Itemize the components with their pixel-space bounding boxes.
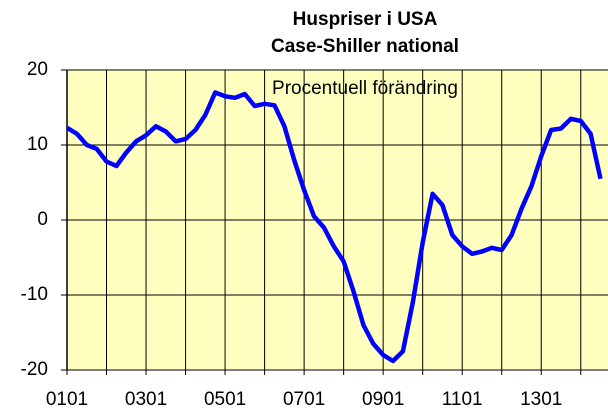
y-tick-label: -20 [21, 359, 48, 380]
y-tick-label: 20 [27, 59, 48, 80]
y-tick-label: 10 [27, 134, 48, 155]
x-tick-label: 0901 [362, 389, 404, 410]
x-tick-label: 1101 [442, 389, 483, 410]
data-line [67, 90, 603, 364]
x-tick-label: 0301 [125, 389, 167, 410]
annotation: Procentuell förändring [272, 78, 458, 99]
x-tick-label: 0101 [46, 389, 88, 410]
chart-title: Huspriser i USA [293, 9, 438, 30]
y-tick-label: 0 [37, 209, 48, 230]
chart-subtitle: Case-Shiller national [271, 36, 459, 57]
x-tick-label: 0501 [204, 389, 246, 410]
y-tick-label: -10 [21, 284, 48, 305]
x-tick-label: 1301 [520, 389, 562, 410]
x-tick-label: 0701 [283, 389, 325, 410]
